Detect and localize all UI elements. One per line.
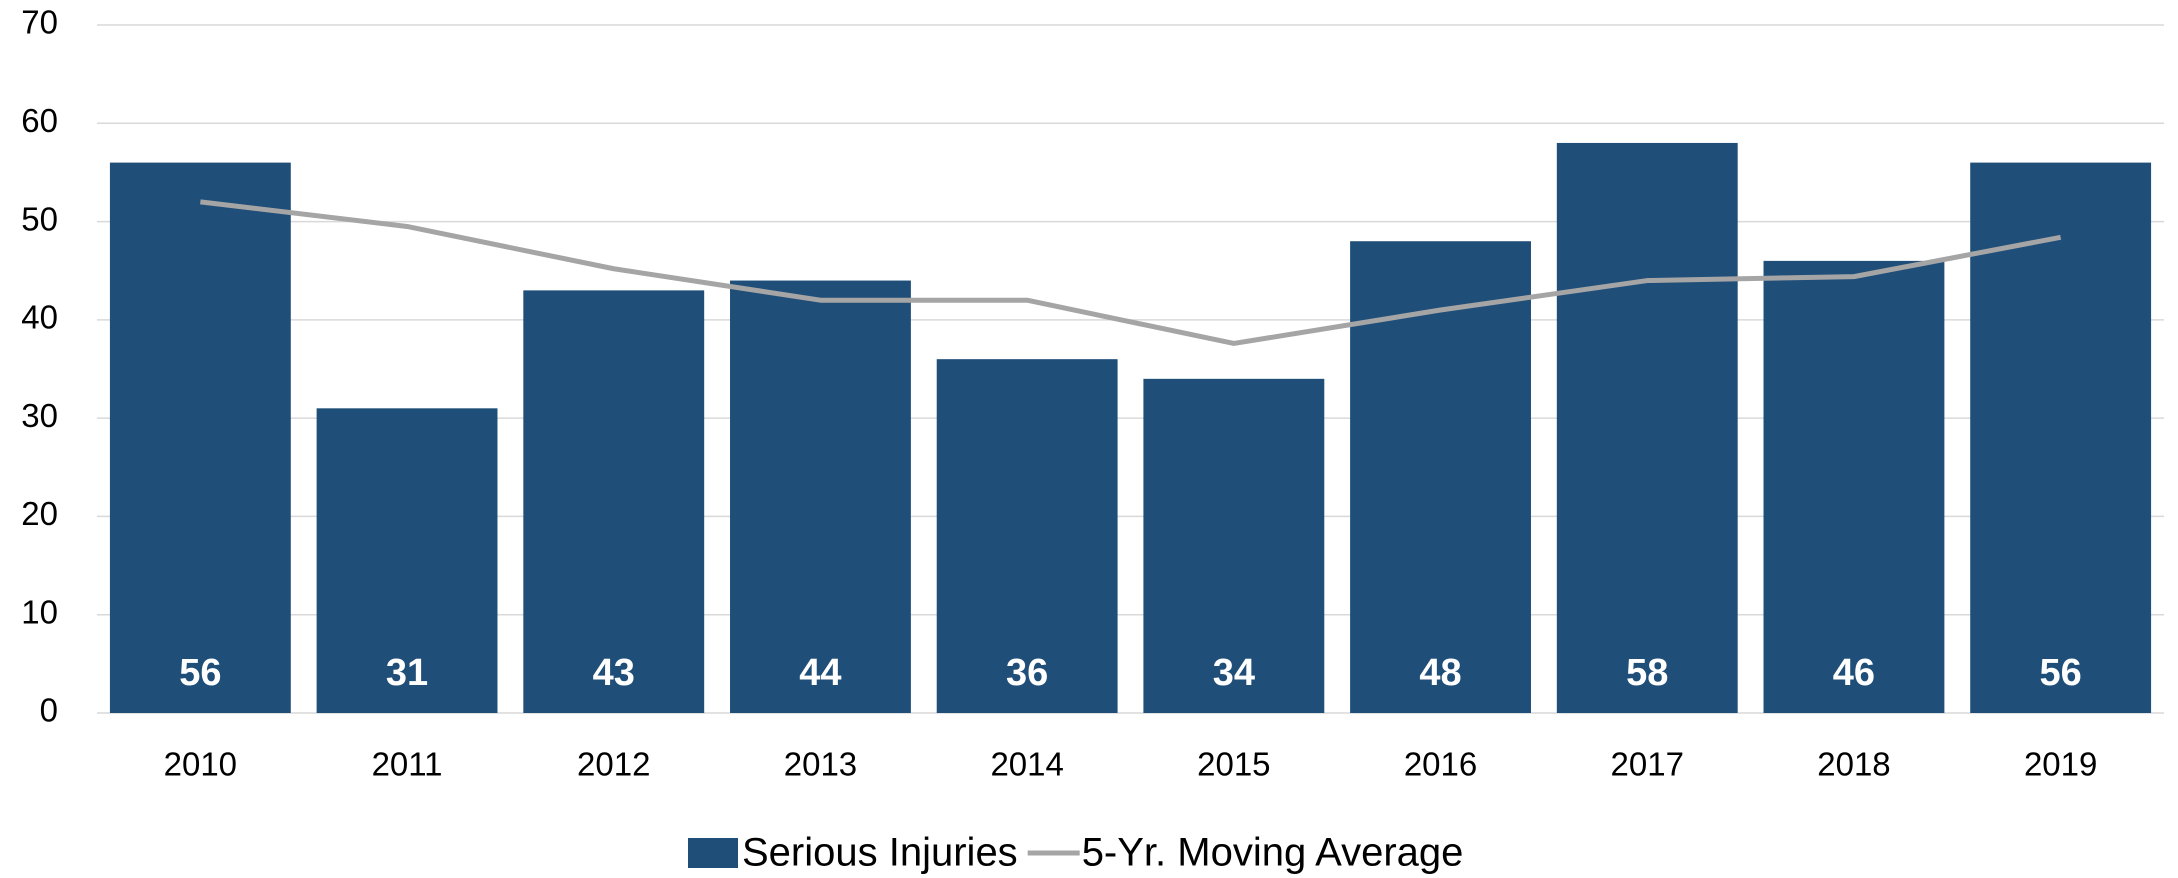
bar: [936, 359, 1118, 713]
bar: [1763, 260, 1945, 713]
data-label: 46: [1833, 652, 1875, 694]
y-tick-label: 50: [21, 200, 58, 237]
y-tick-label: 30: [21, 397, 58, 434]
bar: [523, 290, 705, 713]
data-label: 31: [386, 652, 428, 694]
x-tick-label: 2017: [1611, 746, 1684, 783]
x-tick-label: 2018: [1817, 746, 1890, 783]
data-label: 56: [2040, 652, 2082, 694]
x-tick-label: 2012: [577, 746, 650, 783]
y-tick-label: 60: [21, 102, 58, 139]
legend-label: 5-Yr. Moving Average: [1082, 831, 1464, 875]
x-tick-label: 2019: [2024, 746, 2097, 783]
y-tick-label: 70: [21, 4, 58, 41]
x-tick-label: 2010: [164, 746, 237, 783]
bar: [730, 280, 911, 713]
bar: [109, 162, 291, 714]
y-tick-label: 40: [21, 299, 58, 336]
legend-swatch: [688, 838, 738, 868]
x-tick-label: 2011: [372, 746, 443, 783]
bar: [1143, 378, 1325, 713]
data-label: 36: [1006, 652, 1048, 694]
bar: [1556, 142, 1738, 713]
data-label: 43: [593, 652, 635, 694]
data-label: 48: [1419, 652, 1461, 694]
bar: [316, 408, 498, 713]
data-label: 44: [799, 652, 841, 694]
y-tick-label: 20: [21, 495, 58, 532]
bar: [1970, 162, 2152, 714]
x-tick-label: 2015: [1197, 746, 1270, 783]
data-label: 58: [1626, 652, 1668, 694]
legend-label: Serious Injuries: [742, 831, 1018, 875]
y-tick-label: 0: [40, 692, 58, 729]
x-tick-label: 2014: [990, 746, 1063, 783]
data-label: 34: [1213, 652, 1255, 694]
data-label: 56: [179, 652, 221, 694]
line: [200, 199, 2062, 346]
x-tick-label: 2016: [1404, 746, 1477, 783]
x-tick-label: 2013: [784, 746, 857, 783]
y-tick-label: 10: [21, 593, 58, 630]
